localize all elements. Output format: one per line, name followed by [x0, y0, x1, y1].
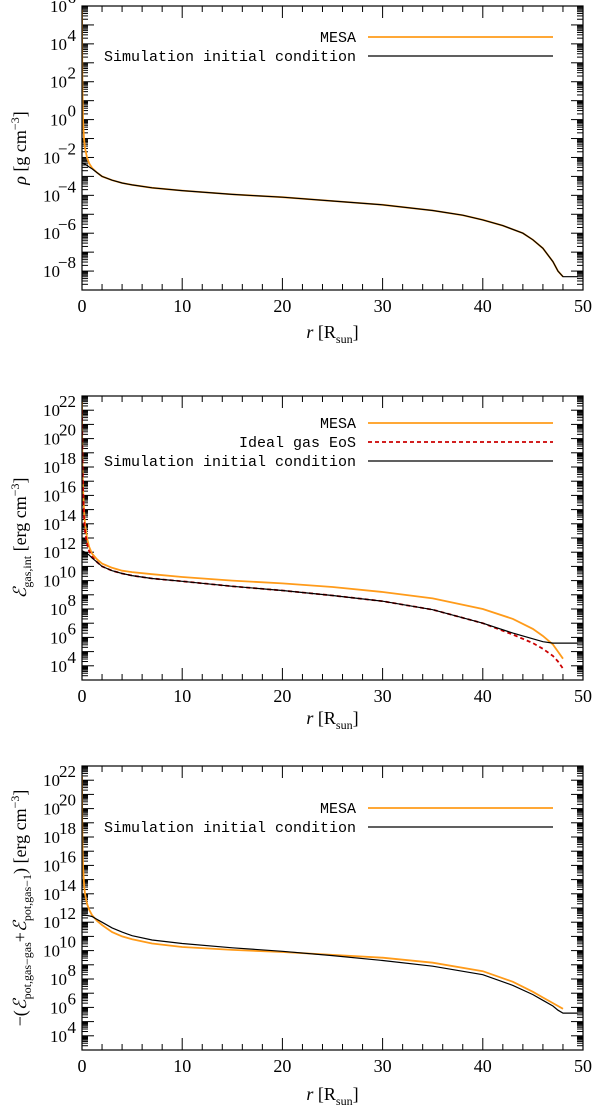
y-tick-label: 10	[50, 628, 67, 647]
series-line-simulation-initial-condition	[82, 914, 578, 1014]
x-tick-label: 40	[474, 296, 492, 316]
y-tick-label: 10	[43, 486, 60, 505]
y-tick-label: 10	[43, 828, 60, 847]
y-tick-exponent: −4	[58, 177, 77, 196]
x-tick-label: 20	[273, 1056, 291, 1076]
y-tick-label: 10	[50, 73, 67, 92]
x-tick-label: 0	[78, 296, 87, 316]
y-tick-exponent: −2	[58, 139, 76, 158]
series-line-mesa	[82, 775, 564, 1010]
y-tick-label: 10	[43, 856, 60, 875]
y-tick-exponent: 10	[59, 563, 76, 582]
y-tick-label: 10	[50, 0, 67, 16]
y-tick-label: 10	[43, 800, 60, 819]
plot-frame	[81, 765, 584, 1051]
y-axis-title: ℰgas,int [erg cm−3]	[8, 477, 34, 598]
y-tick-exponent: 6	[68, 619, 77, 638]
y-tick-exponent: 12	[59, 534, 76, 553]
y-tick-exponent: −8	[58, 253, 76, 272]
y-tick-exponent: 16	[59, 477, 76, 496]
y-tick-exponent: 18	[59, 449, 76, 468]
y-tick-label: 10	[43, 262, 60, 281]
x-tick-label: 40	[474, 1056, 492, 1076]
y-tick-exponent: −6	[58, 215, 76, 234]
y-tick-label: 10	[43, 458, 60, 477]
y-tick-label: 10	[43, 543, 60, 562]
x-tick-label: 50	[574, 1056, 592, 1076]
series-line-simulation-initial-condition	[82, 162, 578, 278]
density-panel: 0102030405010610410210010−210−410−610−8M…	[8, 0, 592, 346]
x-tick-label: 50	[574, 296, 592, 316]
x-tick-label: 10	[173, 1056, 191, 1076]
y-tick-label: 10	[50, 657, 67, 676]
x-tick-label: 30	[374, 1056, 392, 1076]
y-tick-label: 10	[50, 111, 67, 130]
y-tick-label: 10	[43, 885, 60, 904]
x-tick-label: 10	[173, 296, 191, 316]
x-tick-label: 10	[173, 686, 191, 706]
y-tick-label: 10	[43, 515, 60, 534]
legend-label: Simulation initial condition	[104, 820, 356, 837]
x-axis-title: r [Rsun]	[306, 708, 358, 732]
x-tick-label: 0	[78, 686, 87, 706]
y-axis-title: ρ [g cm−3]	[8, 111, 30, 185]
x-axis-title: r [Rsun]	[306, 1084, 358, 1108]
x-tick-label: 50	[574, 686, 592, 706]
y-tick-exponent: 8	[68, 961, 77, 980]
y-tick-exponent: 6	[68, 0, 77, 7]
y-tick-exponent: 0	[68, 102, 77, 121]
y-axis-title: −(ℰpot,gas−gas+ℰpot,gas−1) [erg cm−3]	[8, 790, 34, 1027]
y-tick-exponent: 4	[68, 1018, 77, 1037]
y-tick-exponent: 8	[68, 591, 77, 610]
y-tick-label: 10	[50, 600, 67, 619]
legend-label: Simulation initial condition	[104, 454, 356, 471]
y-tick-exponent: 14	[59, 876, 77, 895]
y-tick-label: 10	[50, 998, 67, 1017]
y-tick-label: 10	[50, 1027, 67, 1046]
x-tick-label: 40	[474, 686, 492, 706]
y-tick-label: 10	[50, 970, 67, 989]
legend-label: Simulation initial condition	[104, 49, 356, 66]
y-tick-exponent: 4	[68, 648, 77, 667]
y-tick-label: 10	[43, 186, 60, 205]
x-tick-label: 30	[374, 296, 392, 316]
x-tick-label: 30	[374, 686, 392, 706]
x-tick-label: 20	[273, 296, 291, 316]
y-tick-exponent: 4	[68, 26, 77, 45]
plot-frame	[81, 395, 584, 681]
y-tick-label: 10	[43, 942, 60, 961]
y-tick-label: 10	[43, 913, 60, 932]
legend-label: MESA	[320, 30, 356, 47]
y-tick-label: 10	[43, 572, 60, 591]
x-tick-label: 20	[273, 686, 291, 706]
legend-label: Ideal gas EoS	[239, 435, 356, 452]
y-tick-exponent: 16	[59, 847, 76, 866]
y-tick-exponent: 20	[59, 791, 76, 810]
y-tick-label: 10	[43, 771, 60, 790]
y-tick-exponent: 10	[59, 933, 76, 952]
x-tick-label: 0	[78, 1056, 87, 1076]
x-axis-title: r [Rsun]	[306, 322, 358, 346]
y-tick-exponent: 2	[68, 64, 77, 83]
y-tick-exponent: 6	[68, 989, 77, 1008]
y-tick-exponent: 20	[59, 421, 76, 440]
y-tick-exponent: 18	[59, 819, 76, 838]
y-tick-exponent: 22	[59, 762, 76, 781]
y-tick-exponent: 14	[59, 506, 77, 525]
legend-label: MESA	[320, 801, 356, 818]
y-tick-label: 10	[43, 148, 60, 167]
plot-frame	[81, 5, 584, 291]
y-tick-exponent: 12	[59, 904, 76, 923]
y-tick-label: 10	[43, 430, 60, 449]
y-tick-label: 10	[43, 401, 60, 420]
legend-label: MESA	[320, 416, 356, 433]
series-line-simulation-initial-condition	[82, 550, 578, 644]
y-tick-label: 10	[43, 224, 60, 243]
y-tick-exponent: 22	[59, 392, 76, 411]
y-tick-label: 10	[50, 35, 67, 54]
